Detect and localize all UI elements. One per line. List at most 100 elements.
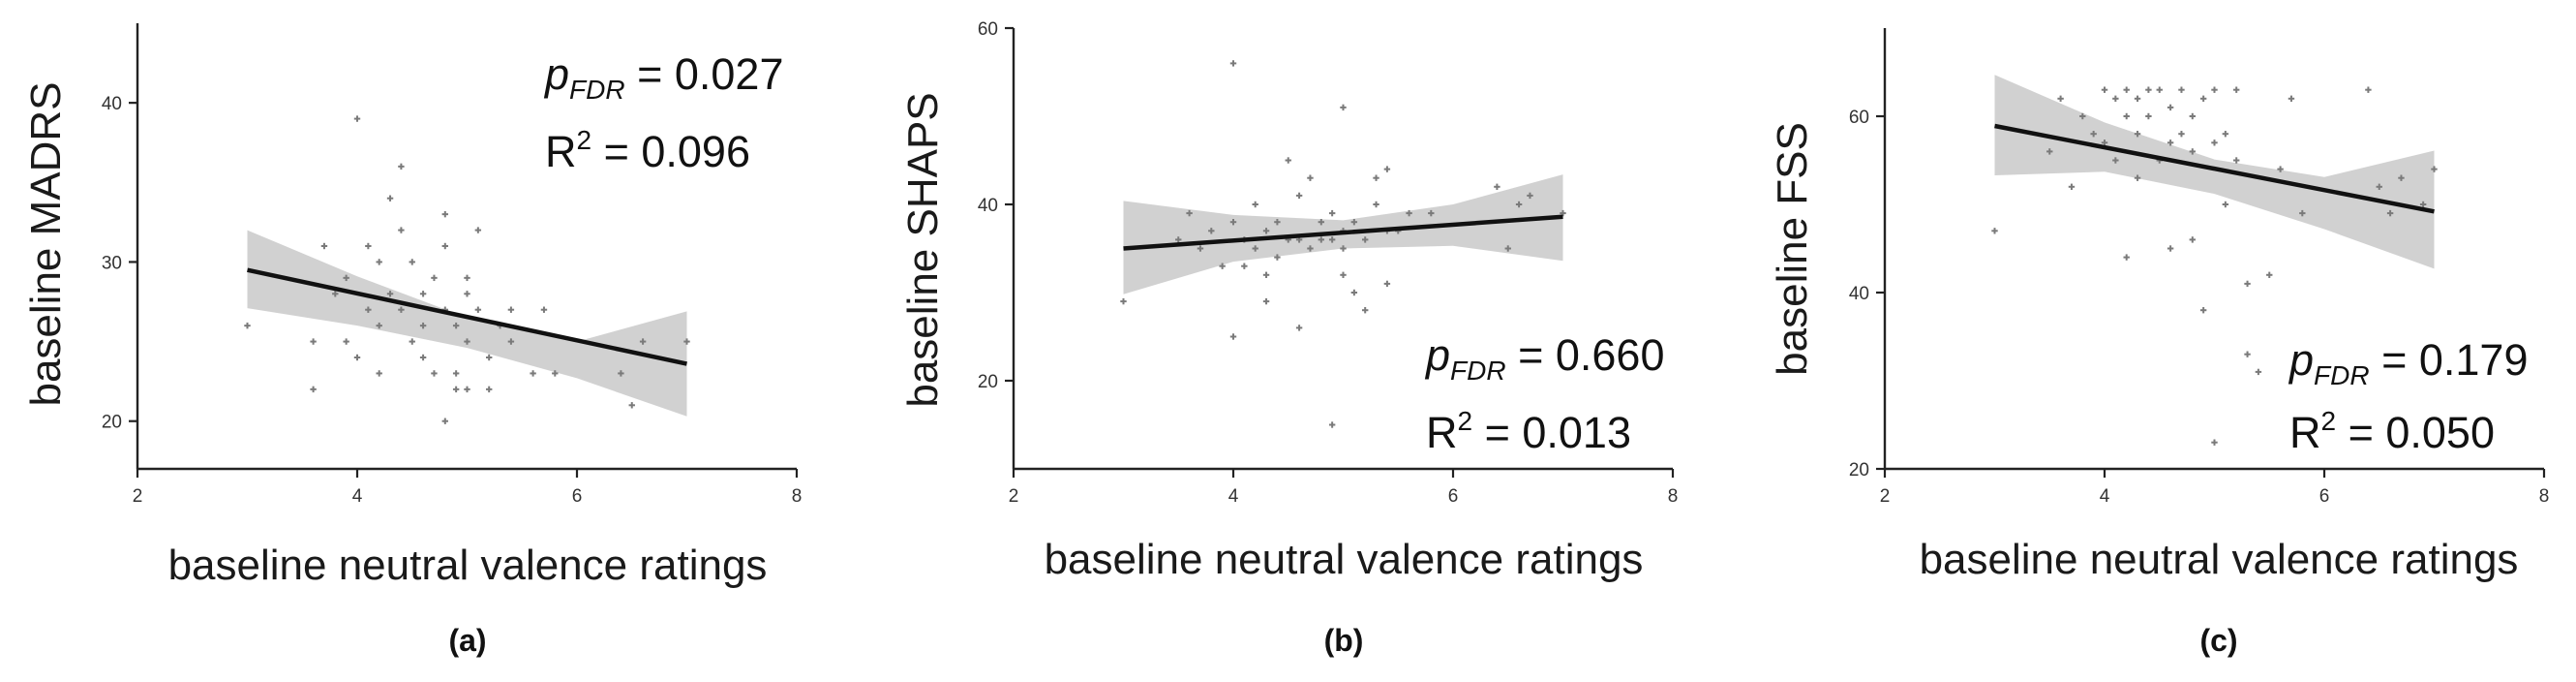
panel-a-data-point [441,210,448,218]
panel-c-data-point [2090,131,2097,138]
panel-b-data-point [1328,421,1336,428]
panel-a-data-point [464,386,470,393]
panel-b-fit-layer [1123,214,1563,251]
panel-a-data-point [618,370,624,377]
panel-c-r2-stat: R2 = 0.050 [2289,406,2495,457]
panel-c-data-point [2134,174,2141,181]
panel-c-data-point [2419,201,2427,208]
panel-c-data-point [2431,166,2438,172]
panel-c-data-point [2244,351,2251,357]
panel-a-y-tick-label: 20 [102,413,122,433]
panel-a-data-point [343,274,349,282]
panel-b-data-point [1318,236,1324,243]
panel-b-data-point [1120,297,1127,305]
panel-c-x-tick-label: 4 [2100,486,2110,507]
panel-b-data-point [1373,201,1379,208]
panel-b-data-point [1241,263,1248,269]
panel-c-y-tick-label: 20 [1849,460,1869,480]
panel-b-data-point [1197,245,1204,252]
panel-c-data-point [2068,183,2076,190]
panel-a-data-point [464,274,470,282]
panel-b-ylabel: baseline SHAPS [899,92,947,407]
panel-c-y-tick-label: 40 [1849,284,1869,304]
panel-a-data-point [244,322,251,329]
panel-a-data-point [441,418,448,424]
panel-a-data-point [486,354,493,361]
panel-a-data-point [474,306,482,313]
panel-a-r2-sup: 2 [577,125,592,155]
panel-c-data-point [2101,140,2108,146]
panel-c-data-point [2079,112,2086,120]
panel-c-data-point [2057,95,2064,102]
panel-c-points-layer [1991,86,2438,446]
panel-a-data-point [320,242,328,250]
panel-c-data-point [2199,95,2207,102]
panel-c-data-point [2211,86,2218,93]
panel-b-r2-label: R [1426,408,1458,457]
panel-b-data-point [1340,104,1347,111]
panel-a-ylabel: baseline MADRS [22,81,70,406]
panel-a-data-point [353,115,361,122]
panel-a-data-point [386,291,394,297]
panel-c-ylabel: baseline FSS [1769,122,1816,376]
panel-b-data-point [1252,201,1258,208]
panel-a-data-point [628,402,635,409]
panel-c-data-point [2365,86,2372,93]
panel-c-data-point [1991,228,1998,234]
panel-b-data-point [1494,183,1500,190]
panel-a-data-point [310,386,317,393]
panel-b-data-point [1229,333,1237,340]
panel-a-p-sub: FDR [569,75,625,105]
panel-c-data-point [2211,439,2218,446]
panel-c-data-point [2211,140,2218,146]
panel-a-data-point [398,227,405,233]
panel-a-data-point [376,322,382,329]
panel-c-data-point [2167,104,2174,111]
panel-b-data-point [1274,219,1281,226]
panel-c-axes-layer: 2 4 6 8 20 40 60 [1849,28,2549,507]
panel-a-data-point [464,338,470,345]
panel-b-p-label: p [1424,330,1450,380]
panel-c-data-point [2134,95,2141,102]
panel-a-axes-layer: 2 4 6 8 20 30 40 [102,23,802,507]
panel-b-x-tick-label: 8 [1668,486,1679,507]
panel-c-data-point [2046,148,2053,155]
panel-a-data-point [419,291,427,297]
panel-c-data-point [2178,86,2185,93]
panel-b-r2-value: = 0.013 [1472,408,1631,457]
panel-c-data-point [2189,148,2196,155]
panel-c-y-tick-label: 60 [1849,108,1869,128]
panel-b-data-point [1383,166,1391,172]
panel-b-data-point [1340,245,1347,252]
panel-a-data-point [376,259,382,265]
panel-a-data-point [343,338,349,345]
panel-c-data-point [2244,280,2251,288]
panel-c-x-tick-label: 8 [2539,486,2550,507]
panel-a-data-point [452,386,460,393]
panel-a-fit-layer [247,267,687,366]
panel-b-data-point [1350,289,1358,296]
panel-b-data-point [1252,245,1258,252]
panel-b-data-point [1362,236,1369,243]
panel-b-data-point [1373,174,1379,181]
panel-c-data-point [2189,236,2196,243]
panel-b-axes-layer: 2 4 6 8 20 40 60 [978,19,1678,507]
panel-b-data-point [1350,219,1358,226]
panel-a-data-point [683,338,690,345]
panel-c-data-point [2299,209,2306,217]
panel-a-p-value: = 0.027 [625,49,784,99]
panel-a-data-point [365,306,372,313]
panel-c-data-point [2189,112,2196,120]
panel-a-p-stat: pFDR = 0.027 [543,49,783,105]
panel-a-data-point [365,242,372,250]
panel-c-x-tick-label: 6 [2319,486,2330,507]
panel-a-confidence-band [247,230,687,417]
panel-a-y-tick-label: 40 [102,94,122,114]
panel-b-data-point [1262,297,1270,305]
panel-a-band-layer [247,230,687,417]
panel-b-data-point [1515,201,1523,208]
panel-b-data-point [1295,325,1303,331]
panel-a-data-point [419,322,427,329]
panel-c-data-point [2112,95,2119,102]
